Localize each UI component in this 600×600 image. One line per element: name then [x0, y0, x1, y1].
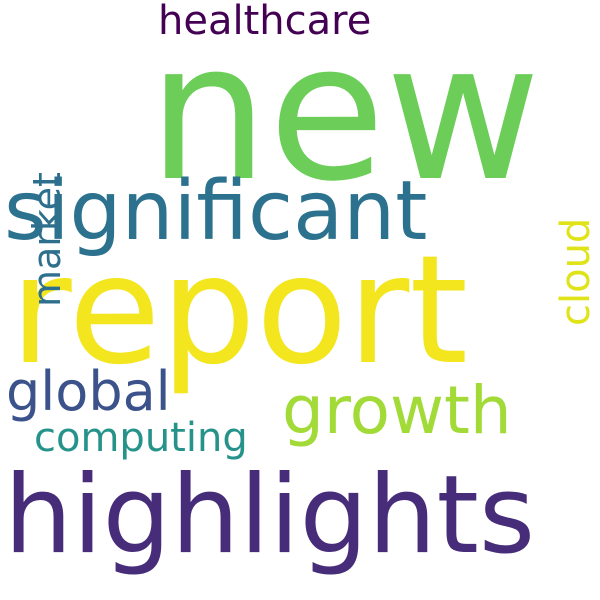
- word-healthcare: healthcare: [158, 0, 372, 44]
- word-new: new: [148, 2, 541, 223]
- word-cloud-term: cloud: [553, 217, 599, 326]
- word-report: report: [10, 224, 469, 398]
- word-global: global: [6, 360, 171, 423]
- word-significant: significant: [4, 164, 428, 259]
- word-market: market: [25, 172, 69, 307]
- word-highlights: highlights: [4, 453, 536, 578]
- word-computing: computing: [34, 415, 248, 461]
- word-growth: growth: [282, 372, 512, 449]
